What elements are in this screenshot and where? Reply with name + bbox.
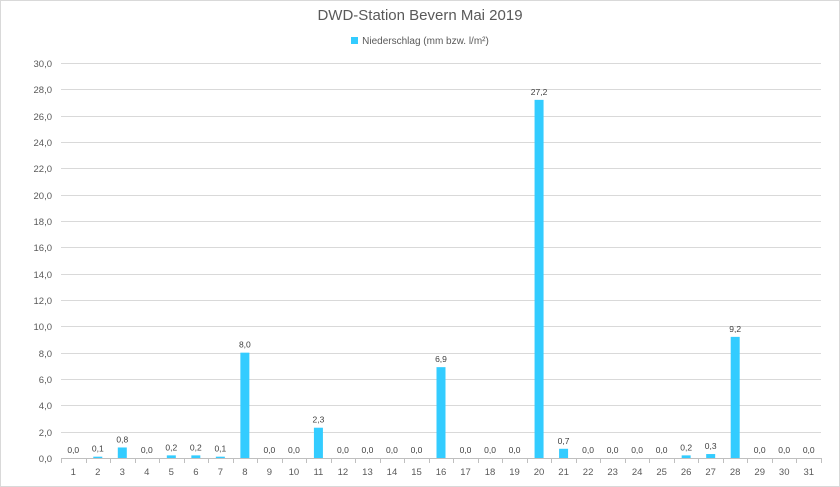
x-tick-label: 28 [730,467,741,478]
y-tick-label: 8,0 [39,349,52,360]
y-tick-label: 12,0 [34,296,53,307]
y-tick-label: 20,0 [34,191,53,202]
legend-label: Niederschlag (mm bzw. l/m²) [362,36,489,47]
bar [313,427,323,458]
data-label: 0,0 [607,445,619,455]
y-tick-label: 14,0 [34,270,53,281]
bar [240,352,250,458]
x-tick-label: 26 [681,467,692,478]
x-tick-label: 29 [754,467,765,478]
bar [534,99,544,458]
y-tick-label: 2,0 [39,428,52,439]
data-label: 0,0 [386,445,398,455]
y-tick-label: 16,0 [34,243,53,254]
data-label: 9,2 [729,324,741,334]
bar [191,455,201,458]
x-tick-label: 17 [460,467,471,478]
y-tick-label: 28,0 [34,85,53,96]
bar [117,447,127,458]
data-label: 0,0 [141,445,153,455]
x-tick-label: 19 [509,467,520,478]
bar [166,455,176,458]
data-label: 0,2 [680,442,692,452]
x-tick-label: 24 [632,467,643,478]
data-label: 0,0 [754,445,766,455]
x-tick-label: 3 [120,467,125,478]
data-label: 0,2 [190,442,202,452]
x-tick-label: 21 [558,467,569,478]
y-tick-label: 26,0 [34,112,53,123]
x-tick-label: 11 [313,467,323,478]
data-label: 0,0 [411,445,423,455]
data-label: 0,0 [67,445,79,455]
y-tick-label: 18,0 [34,217,53,228]
x-tick-label: 27 [705,467,716,478]
data-label: 27,2 [531,87,548,97]
x-tick-label: 30 [779,467,790,478]
data-label: 0,1 [214,444,226,454]
data-label: 0,2 [165,442,177,452]
bar [93,456,103,458]
bar [681,455,691,458]
data-label: 0,0 [288,445,300,455]
x-tick-label: 1 [71,467,76,478]
y-tick-label: 24,0 [34,138,53,149]
y-tick-label: 22,0 [34,164,53,175]
y-tick-label: 10,0 [34,322,53,333]
x-tick-label: 9 [267,467,272,478]
data-label: 0,0 [263,445,275,455]
data-label: 0,0 [509,445,521,455]
data-label: 0,8 [116,434,128,444]
x-tick-label: 10 [289,467,300,478]
y-tick-label: 0,0 [39,454,52,465]
chart-legend: Niederschlag (mm bzw. l/m²) [1,36,839,47]
x-tick-label: 25 [656,467,667,478]
bar [436,367,446,458]
data-label: 8,0 [239,340,251,350]
x-tick-label: 15 [411,467,422,478]
data-label: 0,3 [705,441,717,451]
y-tick-label: 4,0 [39,401,52,412]
bar [706,454,716,458]
y-tick-label: 30,0 [34,59,53,70]
bar [559,448,569,458]
x-tick-label: 14 [387,467,398,478]
x-tick-label: 16 [436,467,447,478]
x-tick-label: 18 [485,467,496,478]
x-tick-label: 8 [242,467,247,478]
data-label: 0,0 [778,445,790,455]
data-label: 0,1 [92,444,104,454]
data-label: 0,0 [803,445,815,455]
data-label: 0,0 [631,445,643,455]
x-tick-label: 4 [144,467,149,478]
data-label: 0,0 [337,445,349,455]
x-tick-label: 5 [169,467,174,478]
x-tick-label: 2 [95,467,100,478]
data-label: 0,0 [460,445,472,455]
x-tick-label: 23 [607,467,618,478]
x-tick-label: 20 [534,467,545,478]
bar [215,456,225,458]
data-label: 0,0 [484,445,496,455]
data-label: 2,3 [313,415,325,425]
data-label: 6,9 [435,354,447,364]
bar [730,336,740,458]
x-tick-label: 13 [362,467,373,478]
data-label: 0,0 [362,445,374,455]
x-tick-label: 6 [193,467,198,478]
chart-title: DWD-Station Bevern Mai 2019 [317,7,523,24]
x-tick-label: 22 [583,467,594,478]
data-label: 0,0 [656,445,668,455]
data-label: 0,0 [582,445,594,455]
x-tick-label: 12 [338,467,349,478]
data-label: 0,7 [558,436,570,446]
y-tick-label: 6,0 [39,375,52,386]
legend-swatch [351,36,359,44]
x-tick-label: 7 [218,467,223,478]
x-tick-label: 31 [803,467,814,478]
